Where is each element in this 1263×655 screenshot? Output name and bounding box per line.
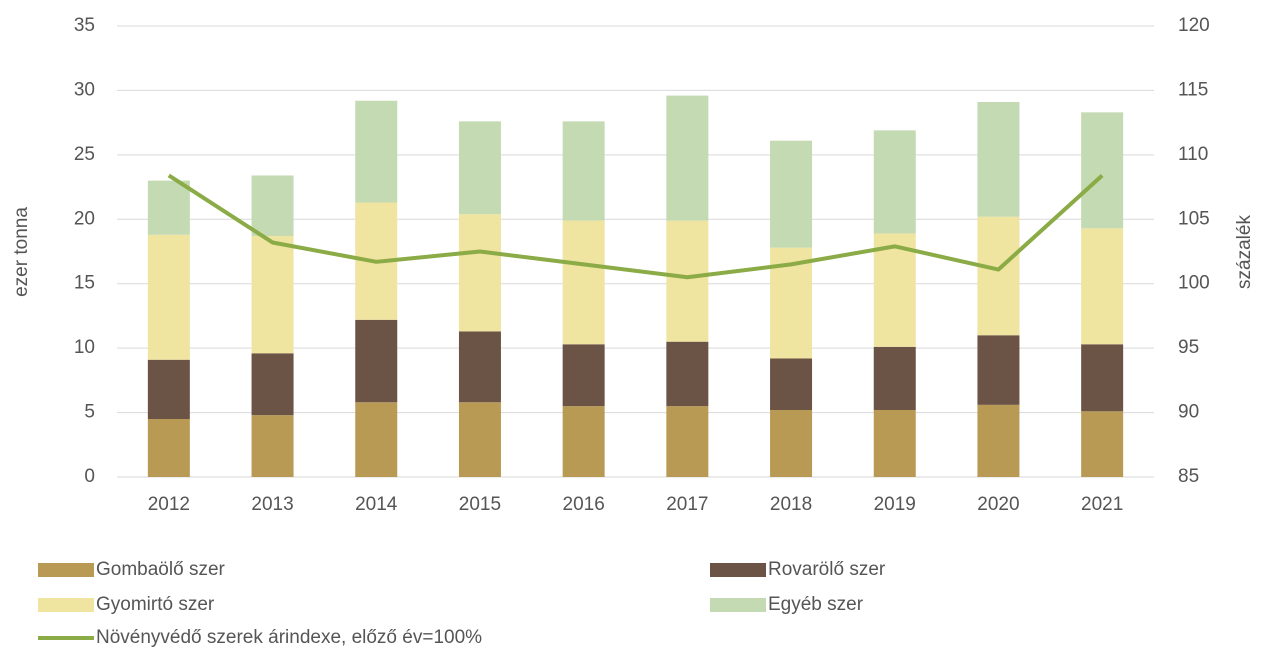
bar-segment bbox=[562, 344, 605, 407]
legend-swatch bbox=[710, 563, 766, 577]
y2-tick-label: 110 bbox=[1178, 144, 1208, 165]
x-tick-label: 2017 bbox=[666, 494, 708, 515]
bar-segment bbox=[147, 180, 190, 235]
legend-label: Gombaölő szer bbox=[96, 559, 226, 580]
bar-segment bbox=[355, 319, 398, 403]
bar-segment bbox=[1081, 344, 1124, 412]
y-tick-label: 0 bbox=[84, 466, 95, 487]
bar-segment bbox=[251, 236, 294, 354]
legend-swatch bbox=[38, 598, 94, 612]
x-tick-label: 2020 bbox=[977, 494, 1019, 515]
bar-segment bbox=[977, 335, 1020, 405]
bar-segment bbox=[355, 402, 398, 477]
bar-segment bbox=[770, 140, 813, 248]
y-tick-label: 15 bbox=[74, 273, 95, 294]
x-tick-label: 2014 bbox=[355, 494, 398, 515]
legend-label: Gyomirtó szer bbox=[96, 594, 215, 615]
y2-tick-label: 85 bbox=[1178, 466, 1199, 487]
y2-axis-title: százalék bbox=[1234, 215, 1255, 289]
y-tick-label: 20 bbox=[74, 208, 95, 229]
bar-segment bbox=[873, 346, 916, 410]
x-tick-label: 2015 bbox=[459, 494, 501, 515]
x-tick-label: 2013 bbox=[251, 494, 293, 515]
legend-label: Növényvédő szerek árindexe, előző év=100… bbox=[96, 627, 482, 648]
bar-segment bbox=[147, 234, 190, 360]
bar-segment bbox=[251, 415, 294, 477]
y-tick-label: 35 bbox=[74, 15, 95, 36]
y2-tick-label: 105 bbox=[1178, 208, 1210, 229]
y-tick-label: 10 bbox=[74, 337, 95, 358]
legend-label: Rovarölő szer bbox=[768, 559, 886, 580]
bar-segment bbox=[770, 409, 813, 477]
y-tick-label: 25 bbox=[74, 144, 95, 165]
y2-tick-label: 95 bbox=[1178, 337, 1199, 358]
y2-tick-label: 100 bbox=[1178, 273, 1210, 294]
bar-segment bbox=[977, 102, 1020, 217]
x-tick-label: 2012 bbox=[148, 494, 190, 515]
bar-segment bbox=[666, 95, 709, 221]
bar-segment bbox=[977, 216, 1020, 336]
bar-segment bbox=[147, 359, 190, 420]
bar-segment bbox=[873, 233, 916, 347]
bar-segment bbox=[666, 406, 709, 477]
y2-tick-label: 120 bbox=[1178, 15, 1210, 36]
y-axis-title: ezer tonna bbox=[11, 207, 32, 297]
x-tick-label: 2018 bbox=[770, 494, 812, 515]
bar-segment bbox=[873, 130, 916, 234]
bar-segment bbox=[1081, 112, 1124, 229]
line bbox=[167, 173, 1104, 280]
bar-segment bbox=[977, 404, 1020, 477]
y2-tick-label: 90 bbox=[1178, 402, 1199, 423]
bar-segment bbox=[1081, 411, 1124, 477]
bar-segment bbox=[458, 402, 501, 477]
bar-segment bbox=[562, 220, 605, 345]
bar-segment bbox=[1081, 228, 1124, 345]
bar-segment bbox=[458, 331, 501, 403]
x-tick-label: 2016 bbox=[563, 494, 605, 515]
bar-segment bbox=[458, 214, 501, 332]
legend-label: Egyéb szer bbox=[768, 594, 864, 615]
y-tick-label: 30 bbox=[74, 79, 95, 100]
legend-swatch bbox=[710, 598, 766, 612]
bar-segment bbox=[147, 419, 190, 477]
bar-segment bbox=[251, 175, 294, 237]
bar-segment bbox=[873, 409, 916, 477]
bar-segment bbox=[666, 341, 709, 407]
y2-tick-label: 115 bbox=[1178, 79, 1208, 100]
legend-swatch bbox=[38, 563, 94, 577]
x-tick-label: 2019 bbox=[874, 494, 916, 515]
bar-segment bbox=[562, 406, 605, 477]
bar-segment bbox=[666, 220, 709, 342]
bar-segment bbox=[770, 358, 813, 410]
x-tick-label: 2021 bbox=[1081, 494, 1123, 515]
bar-segment bbox=[458, 121, 501, 215]
bar-segment bbox=[355, 100, 398, 203]
y-tick-label: 5 bbox=[84, 402, 95, 423]
bar-segment bbox=[251, 353, 294, 416]
bar-segment bbox=[562, 121, 605, 221]
